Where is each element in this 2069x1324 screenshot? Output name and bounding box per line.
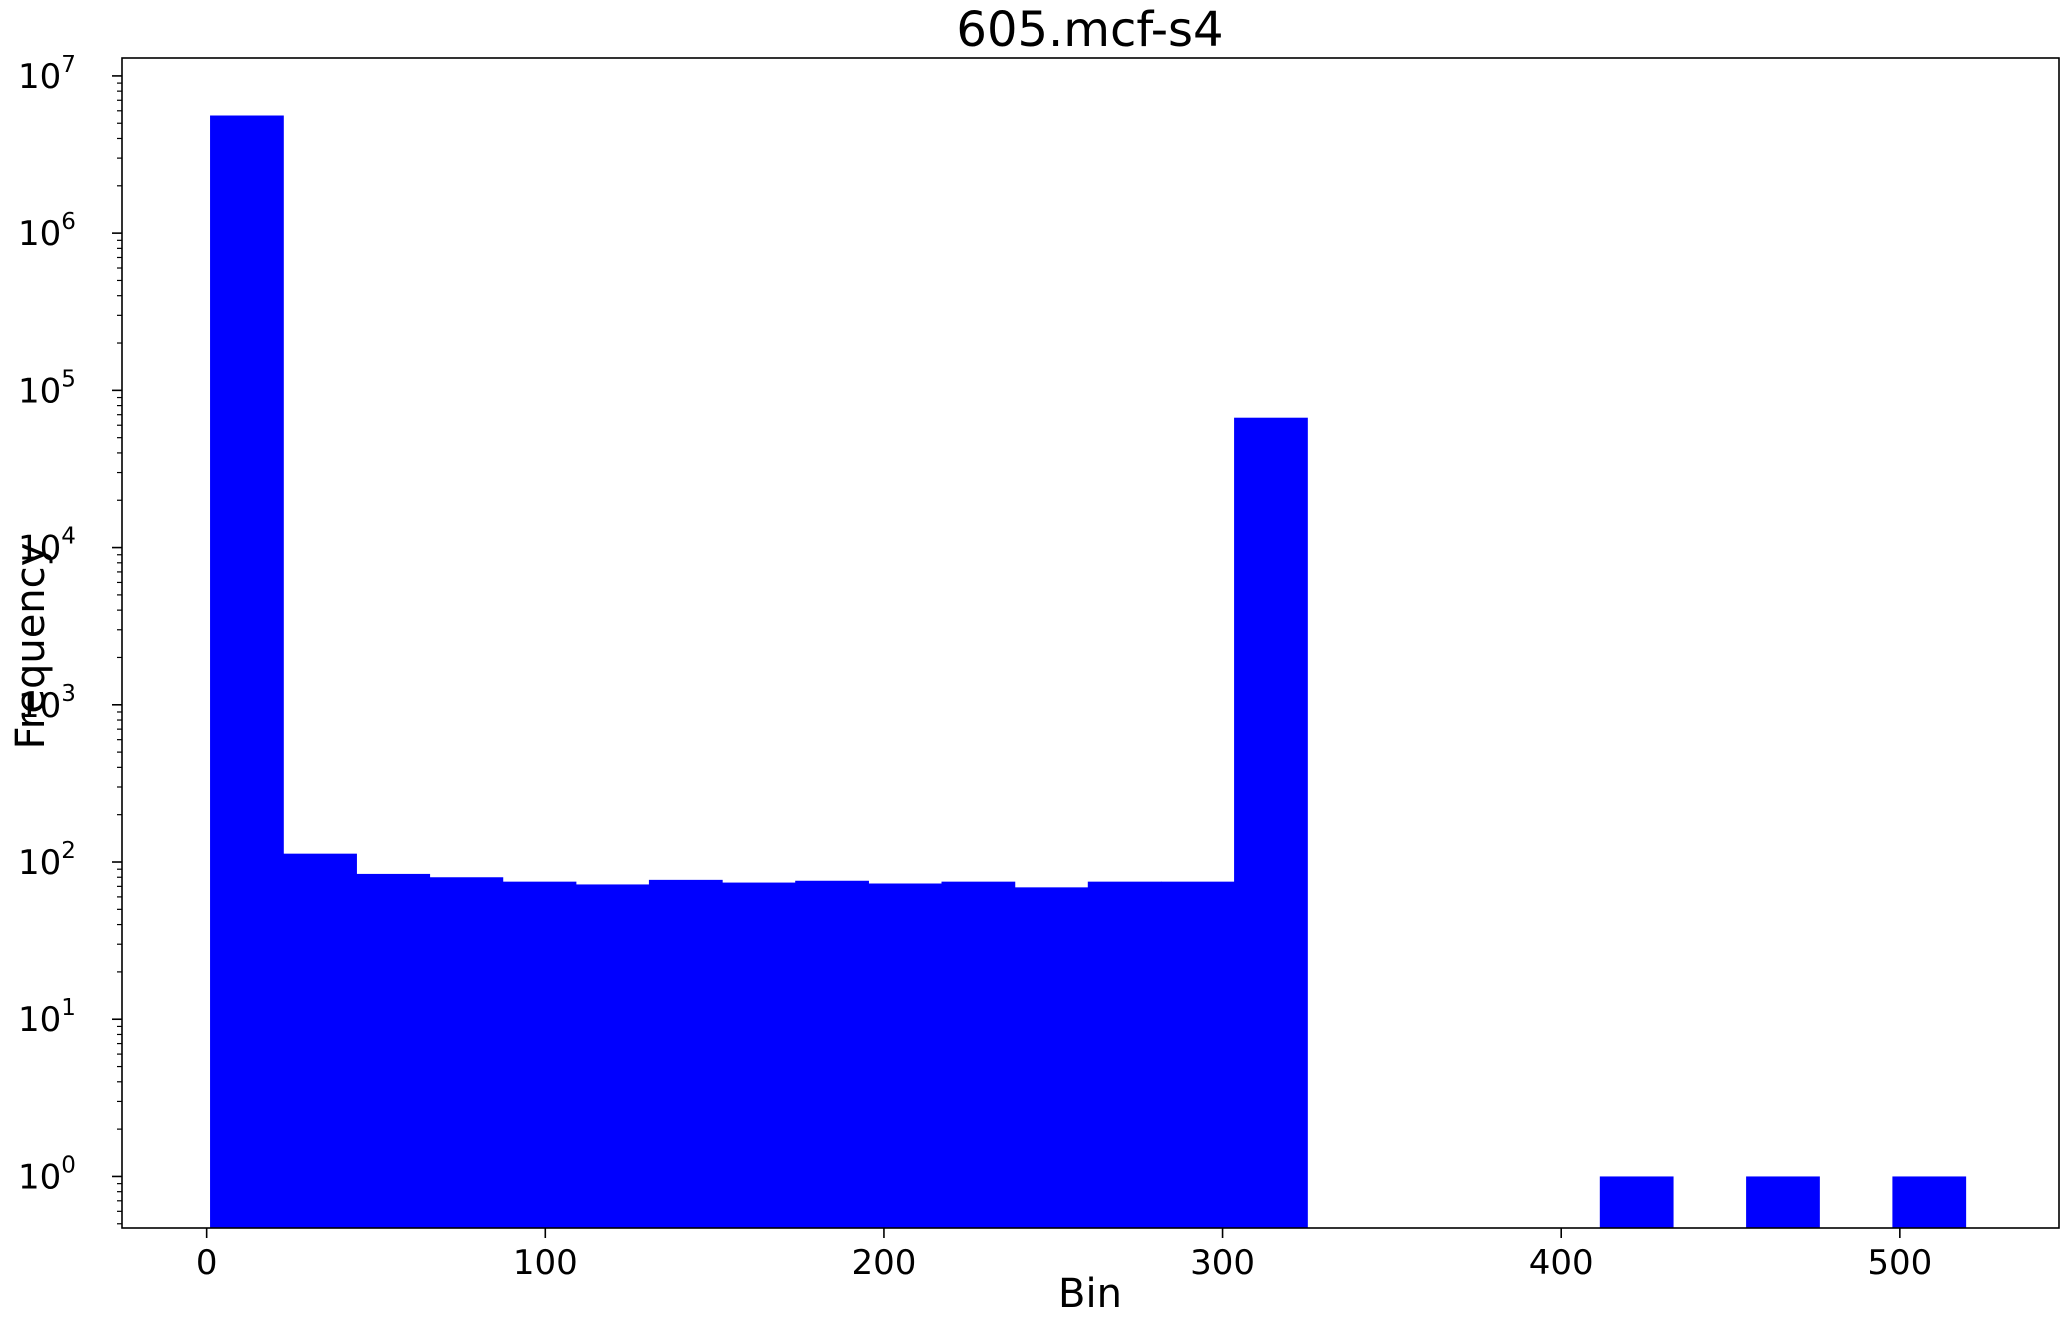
x-axis-title: Bin bbox=[1058, 1271, 1122, 1317]
chart-title: 605.mcf-s4 bbox=[956, 2, 1223, 58]
histogram-bar-5 bbox=[575, 884, 650, 1228]
histogram-bar-13 bbox=[1160, 881, 1235, 1228]
histogram-bar-9 bbox=[868, 883, 943, 1228]
x-axis-ticks: 0 100 200 300 400 500 bbox=[196, 1228, 1932, 1283]
y-tick-label: 102 bbox=[18, 838, 76, 883]
x-tick-label: 0 bbox=[196, 1243, 218, 1283]
bars-group bbox=[210, 115, 1967, 1228]
histogram-bar-12 bbox=[1087, 881, 1162, 1228]
histogram-bar-10 bbox=[941, 881, 1016, 1228]
histogram-bar-17 bbox=[1892, 1176, 1967, 1228]
y-axis-title: Frequency bbox=[8, 543, 54, 750]
y-tick-label: 101 bbox=[18, 995, 76, 1040]
histogram-bar-1 bbox=[283, 853, 357, 1228]
histogram-bar-2 bbox=[356, 873, 431, 1228]
histogram-bar-15 bbox=[1599, 1176, 1674, 1228]
histogram-bar-16 bbox=[1746, 1176, 1820, 1228]
histogram-bar-11 bbox=[1014, 887, 1089, 1228]
y-tick-label: 105 bbox=[18, 366, 76, 411]
x-tick-label: 100 bbox=[513, 1243, 578, 1283]
x-tick-label: 200 bbox=[851, 1243, 916, 1283]
histogram-bar-0 bbox=[210, 115, 284, 1228]
plot-area-frame bbox=[121, 57, 2060, 1229]
y-tick-label: 106 bbox=[18, 209, 76, 254]
y-tick-label: 103 bbox=[18, 681, 76, 726]
y-axis-ticks: 100 101 102 103 104 105 106 107 bbox=[18, 52, 122, 1225]
y-tick-label: 100 bbox=[18, 1152, 76, 1197]
y-tick-label: 104 bbox=[18, 524, 76, 569]
histogram-bar-7 bbox=[722, 882, 796, 1228]
histogram-bar-8 bbox=[795, 880, 869, 1228]
y-tick-label: 107 bbox=[18, 52, 76, 97]
histogram-bar-4 bbox=[502, 881, 577, 1228]
histogram-bar-3 bbox=[429, 877, 504, 1228]
histogram-bar-14 bbox=[1234, 417, 1308, 1228]
x-tick-label: 400 bbox=[1529, 1243, 1594, 1283]
histogram-bar-6 bbox=[648, 879, 723, 1228]
x-tick-label: 500 bbox=[1867, 1243, 1932, 1283]
x-tick-label: 300 bbox=[1190, 1243, 1255, 1283]
